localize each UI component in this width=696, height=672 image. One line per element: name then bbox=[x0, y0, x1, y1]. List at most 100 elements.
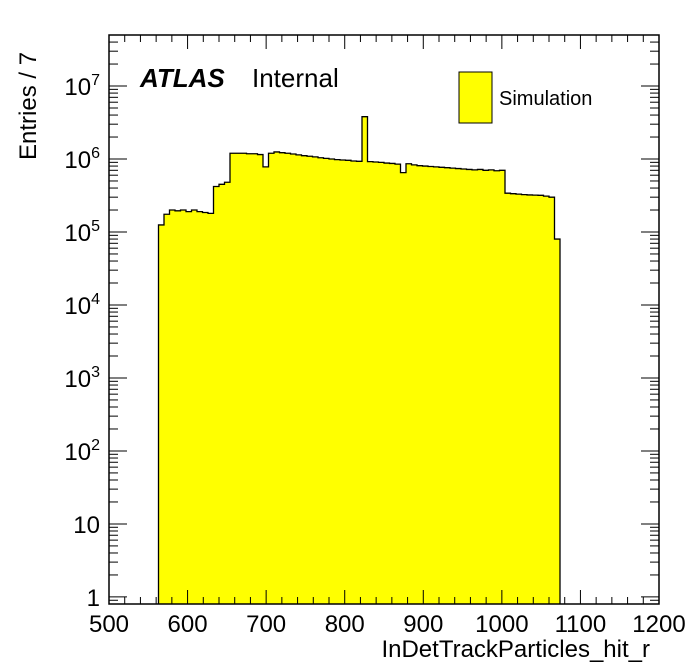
histogram-bin bbox=[312, 156, 319, 605]
histogram-bin bbox=[389, 163, 396, 604]
histogram-bin bbox=[499, 170, 506, 604]
y-tick-label: 103 bbox=[64, 364, 100, 393]
histogram-bin bbox=[274, 151, 280, 604]
histogram-bin bbox=[428, 166, 434, 604]
histogram-bin bbox=[334, 159, 341, 605]
x-tick-label: 700 bbox=[246, 611, 286, 638]
histogram-bin bbox=[488, 169, 495, 604]
histogram-bin bbox=[472, 169, 478, 604]
histogram-bin bbox=[554, 239, 561, 604]
histogram-bin bbox=[521, 194, 528, 604]
histogram-bin bbox=[516, 194, 522, 604]
y-axis-ticks: 1 10 102 103 104 105 106 107 bbox=[64, 34, 659, 612]
x-tick-label: 1000 bbox=[475, 611, 528, 638]
y-tick-label: 102 bbox=[64, 437, 100, 466]
legend-label-simulation: Simulation bbox=[499, 88, 592, 110]
histogram-bin bbox=[263, 166, 269, 604]
histogram-bin bbox=[411, 164, 418, 604]
histogram-bin bbox=[345, 160, 352, 604]
histogram-bin bbox=[439, 167, 445, 605]
histogram-bin bbox=[384, 163, 390, 604]
x-tick-label: 1100 bbox=[555, 611, 607, 638]
histogram-bin bbox=[340, 159, 346, 604]
y-tick-label: 106 bbox=[64, 145, 100, 174]
histogram-bin bbox=[197, 211, 203, 604]
histogram-bin bbox=[367, 161, 374, 604]
atlas-label: ATLAS Internal bbox=[139, 63, 339, 93]
x-axis-title: InDetTrackParticles_hit_r bbox=[381, 636, 650, 663]
histogram-bin bbox=[400, 172, 407, 604]
y-tick-label: 105 bbox=[64, 218, 100, 247]
histogram-bin bbox=[202, 212, 209, 605]
histogram-bin bbox=[450, 168, 456, 604]
histogram-bin bbox=[543, 196, 550, 604]
x-tick-label: 600 bbox=[168, 611, 208, 638]
y-tick-label: 10 bbox=[73, 512, 100, 539]
histogram-outline bbox=[157, 116, 561, 604]
histogram-bin bbox=[318, 157, 324, 605]
histogram-bin bbox=[329, 159, 335, 605]
histogram-bin bbox=[208, 213, 214, 604]
histogram-bin bbox=[395, 164, 401, 604]
legend: Simulation bbox=[458, 71, 592, 124]
histogram-bin bbox=[406, 163, 412, 604]
histogram-bin bbox=[219, 184, 225, 604]
histogram-bin bbox=[378, 162, 385, 604]
histogram-bin bbox=[461, 168, 467, 604]
histogram-bin bbox=[180, 210, 187, 604]
histogram-bin bbox=[285, 153, 291, 605]
histogram-bin bbox=[186, 211, 192, 604]
y-tick-label: 1 bbox=[87, 585, 100, 612]
histogram-bin bbox=[466, 169, 473, 605]
histogram-bin bbox=[301, 155, 308, 604]
x-tick-label: 900 bbox=[403, 611, 443, 638]
histogram-bin bbox=[252, 153, 258, 604]
y-tick-label: 104 bbox=[64, 291, 100, 320]
histogram-bin bbox=[191, 210, 198, 604]
histogram-bin bbox=[268, 153, 275, 605]
histogram-bin bbox=[477, 169, 484, 605]
histogram-bin bbox=[422, 166, 429, 604]
histogram-bin bbox=[175, 210, 181, 604]
atlas-label-status: Internal bbox=[252, 63, 339, 93]
histogram-bin bbox=[494, 170, 500, 605]
histogram-bin bbox=[246, 153, 253, 604]
histogram-bin bbox=[169, 210, 176, 604]
x-tick-label: 1200 bbox=[632, 611, 685, 638]
histogram-bin bbox=[510, 193, 517, 604]
histogram-bin bbox=[483, 170, 489, 604]
histogram-bin bbox=[455, 168, 462, 604]
histogram-bin bbox=[296, 154, 302, 604]
histogram-bin bbox=[527, 194, 533, 604]
histogram-bin bbox=[290, 154, 297, 604]
histogram-bin bbox=[164, 214, 170, 604]
y-axis-title: Entries / 7 bbox=[15, 52, 42, 160]
histogram-bin bbox=[230, 153, 236, 605]
histogram-bin bbox=[235, 153, 242, 605]
atlas-label-experiment: ATLAS bbox=[139, 63, 225, 93]
x-tick-label: 800 bbox=[325, 611, 365, 638]
histogram-bin bbox=[356, 161, 363, 604]
plot-area bbox=[157, 116, 561, 605]
histogram-bin bbox=[417, 165, 423, 604]
histogram-bin bbox=[351, 160, 357, 604]
histogram-bin bbox=[532, 195, 539, 604]
histogram-bin bbox=[158, 224, 165, 605]
histogram-bin bbox=[362, 116, 368, 604]
histogram-bin bbox=[538, 195, 544, 604]
legend-swatch-simulation bbox=[458, 71, 493, 124]
histogram-bin bbox=[505, 193, 511, 604]
histogram-bin bbox=[323, 158, 330, 604]
histogram-bin bbox=[257, 154, 264, 605]
histogram-bin bbox=[549, 197, 555, 604]
x-axis-ticks: 500 600 700 800 900 1000 1100 1200 bbox=[89, 35, 686, 638]
histogram-bin bbox=[307, 156, 313, 604]
histogram-bin bbox=[373, 161, 379, 604]
histogram-bin bbox=[279, 152, 286, 604]
histogram-bin bbox=[241, 153, 247, 605]
plot-frame bbox=[108, 34, 660, 605]
y-tick-label: 107 bbox=[64, 72, 100, 101]
histogram-bin bbox=[224, 182, 231, 605]
histogram-bin bbox=[433, 166, 440, 604]
